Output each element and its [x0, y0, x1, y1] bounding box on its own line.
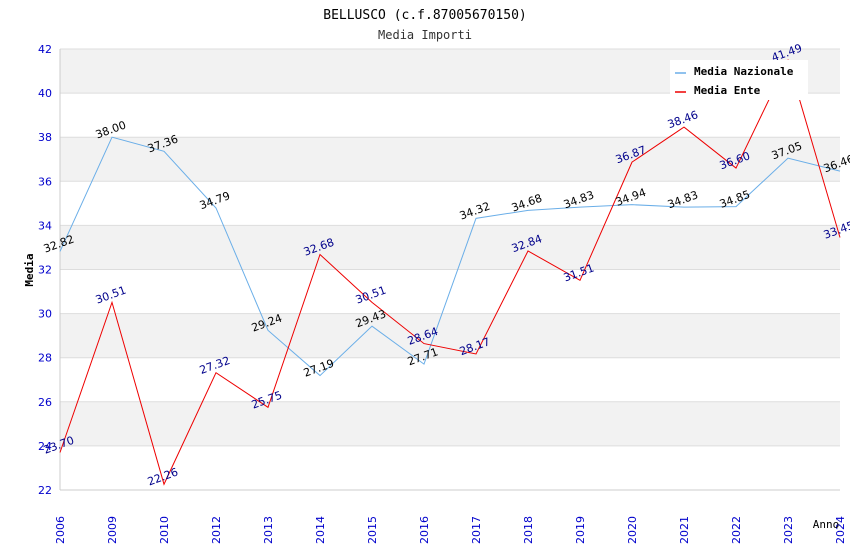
y-tick-label: 24	[38, 440, 52, 453]
legend-label-media-nazionale: Media Nazionale	[694, 65, 794, 78]
y-tick-label: 38	[38, 131, 52, 144]
background-band	[60, 181, 840, 226]
x-tick-label: 2021	[678, 516, 691, 544]
x-tick-label: 2020	[626, 516, 639, 544]
x-axis-ticks: 2006 2009 2010 2012 2013 2014 2015 2016 2017 2018…	[54, 516, 847, 544]
y-axis-ticks: 22 24 26 28 30 32 34 36 38 40 42	[38, 43, 52, 497]
y-tick-label: 36	[38, 175, 52, 188]
background-band	[60, 93, 840, 138]
y-axis-label: Media	[23, 253, 36, 286]
y-tick-label: 28	[38, 352, 52, 365]
y-tick-label: 40	[38, 87, 52, 100]
x-tick-label: 2019	[574, 516, 587, 544]
x-tick-label: 2022	[730, 516, 743, 544]
x-tick-label: 2018	[522, 516, 535, 544]
background-band	[60, 357, 840, 402]
background-band	[60, 401, 840, 446]
series-line-media-ente	[59, 58, 841, 486]
x-tick-label: 2017	[470, 516, 483, 544]
y-tick-label: 26	[38, 396, 52, 409]
gridlines	[59, 48, 840, 491]
legend-box	[670, 60, 808, 100]
x-tick-label: 2023	[782, 516, 795, 544]
x-tick-label: 2009	[106, 516, 119, 544]
background-band	[60, 137, 840, 182]
y-tick-label: 32	[38, 264, 52, 277]
x-tick-label: 2014	[314, 516, 327, 544]
x-tick-label: 2015	[366, 516, 379, 544]
y-tick-label: 34	[38, 219, 52, 232]
x-tick-label: 2010	[158, 516, 171, 544]
x-tick-label: 2012	[210, 516, 223, 544]
background-band	[60, 225, 840, 270]
series-line-media-nazionale	[59, 136, 841, 377]
x-axis-label: Anno	[813, 518, 840, 531]
background-band	[60, 313, 840, 358]
y-tick-label: 42	[38, 43, 52, 56]
x-tick-label: 2006	[54, 516, 67, 544]
x-tick-label: 2013	[262, 516, 275, 544]
y-tick-label: 22	[38, 484, 52, 497]
x-tick-label: 2024	[834, 516, 847, 544]
x-tick-label: 2016	[418, 516, 431, 544]
legend-label-media-ente: Media Ente	[694, 84, 761, 97]
y-tick-label: 30	[38, 308, 52, 321]
series-lines	[59, 58, 841, 486]
chart-title: BELLUSCO (c.f.87005670150)	[323, 8, 527, 23]
chart-subtitle: Media Importi	[378, 28, 472, 42]
background-band	[60, 445, 840, 490]
legend: Media Nazionale Media Ente	[670, 60, 808, 100]
